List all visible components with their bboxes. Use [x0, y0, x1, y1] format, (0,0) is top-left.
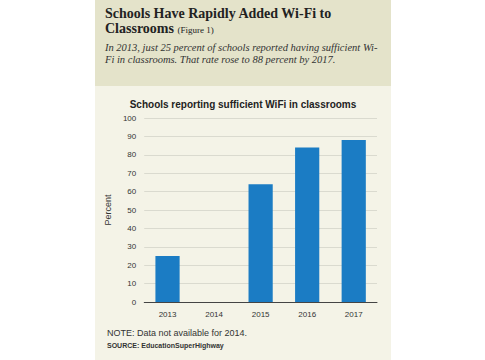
svg-text:50: 50	[127, 206, 136, 215]
svg-text:20: 20	[127, 261, 136, 270]
svg-text:80: 80	[127, 150, 136, 159]
html-text:NOTE: Data not available for 2: NOTE: Data not available for 2014.	[107, 328, 248, 338]
svg-text:2014: 2014	[205, 310, 223, 319]
svg-text:90: 90	[127, 132, 136, 141]
svg-text:2015: 2015	[252, 310, 270, 319]
svg-text:Schools reporting sufficient W: Schools reporting sufficient WiFi in cla…	[130, 99, 357, 110]
svg-text:40: 40	[127, 224, 136, 233]
svg-text:0: 0	[132, 298, 137, 307]
html-text:Schools Have Rapidly Added Wi-: Schools Have Rapidly Added Wi-Fi to Clas…	[105, 6, 332, 36]
svg-text:30: 30	[127, 242, 136, 251]
svg-text:70: 70	[127, 169, 136, 178]
svg-text:100: 100	[123, 114, 137, 123]
svg-text:2017: 2017	[345, 310, 363, 319]
svg-text:60: 60	[127, 187, 136, 196]
svg-text:2013: 2013	[159, 310, 177, 319]
html-text:In 2013, just 25 percent of sc: In 2013, just 25 percent of schools repo…	[105, 42, 378, 65]
svg-text:10: 10	[127, 279, 136, 288]
svg-text:Percent: Percent	[103, 194, 113, 226]
svg-text:2016: 2016	[298, 310, 316, 319]
html-text:SOURCE: EducationSuperHighway: SOURCE: EducationSuperHighway	[107, 342, 224, 349]
